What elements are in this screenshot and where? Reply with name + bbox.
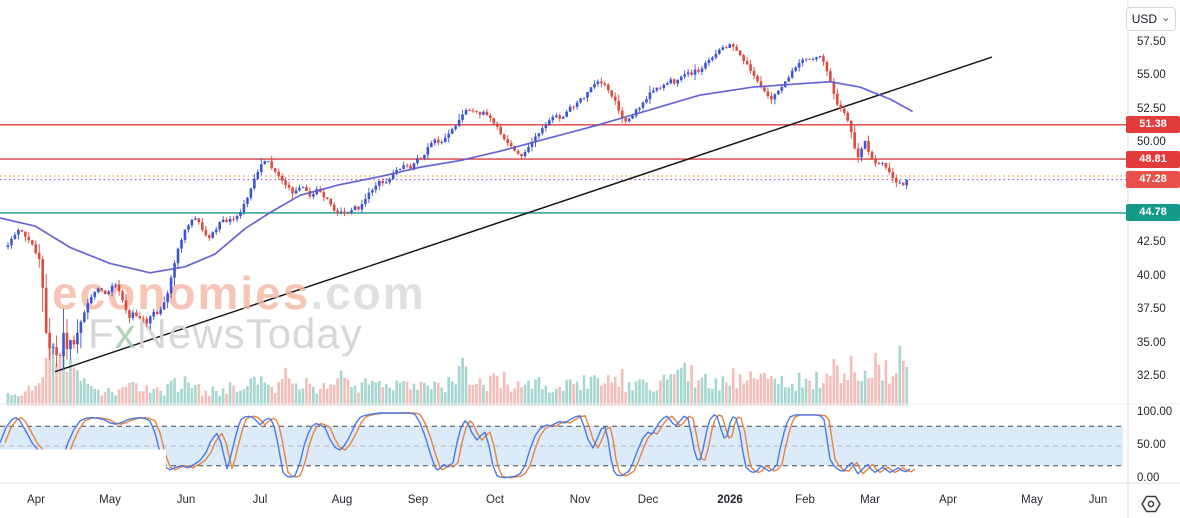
stochastic-pane [0,412,1123,483]
moving-average-line [0,80,913,274]
price-badge-resistance: 48.81 [1126,150,1180,168]
oscillator-tick-label: 0.00 [1137,472,1160,484]
time-axis-label: 2026 [717,494,743,506]
time-axis-label: Nov [569,494,591,506]
chevron-down-icon: ⌄ [1161,11,1171,24]
price-tick-label: 55.00 [1137,69,1166,82]
time-axis-label: Jul [252,494,268,506]
price-tick-label: 42.50 [1137,236,1166,249]
price-tick-label: 50.00 [1137,136,1166,149]
price-tick-label: 40.00 [1137,269,1166,282]
time-axis-label: May [99,494,121,506]
currency-selector-button[interactable]: USD ⌄ [1126,7,1176,31]
trendline [54,56,993,373]
time-axis-label: Dec [637,494,659,506]
time-axis-label: Apr [27,494,45,506]
time-axis-label: Mar [860,494,880,506]
oscillator-tick-label: 50.00 [1137,439,1166,451]
price-badge-resistance: 51.38 [1126,116,1180,134]
candlestick-layer [6,42,909,370]
oscillator-tick-label: 100.00 [1137,406,1173,418]
time-axis-label: Jun [1088,494,1108,506]
price-badge-last-price: 47.28 [1126,171,1180,189]
time-axis-label: Oct [486,494,504,506]
price-level-lines [0,124,1128,214]
currency-label: USD [1131,12,1158,26]
watermark-tagline: FxNewsToday [88,310,363,357]
watermark-brand: economies.com [52,267,426,319]
time-axis-label: Sep [407,494,429,506]
price-badge-support: 44.78 [1126,204,1180,222]
price-tick-label: 52.50 [1137,102,1166,115]
time-axis-label: Aug [331,494,353,506]
time-axis-label: Jun [176,494,196,506]
price-tick-label: 57.50 [1137,36,1166,48]
time-axis-label: Feb [795,494,815,506]
time-axis-label: May [1021,494,1043,506]
volume-bars [6,344,909,406]
price-tick-label: 32.50 [1137,370,1166,382]
price-tick-label: 35.00 [1137,336,1166,349]
logo-hexagon-icon [1141,495,1161,513]
price-tick-label: 37.50 [1137,303,1166,316]
time-axis-label: Apr [939,494,957,506]
